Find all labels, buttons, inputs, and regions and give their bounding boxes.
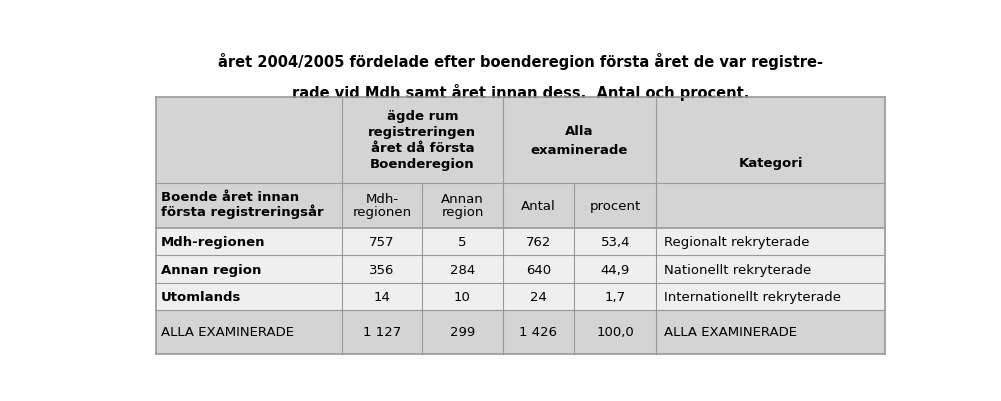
Text: Boenderegion: Boenderegion [370,158,474,171]
Text: året då första: året då första [370,142,474,155]
Text: Utomlands: Utomlands [161,290,241,303]
Text: 356: 356 [369,263,394,276]
Text: första registreringsår: första registreringsår [161,204,323,219]
Text: 640: 640 [526,263,551,276]
Bar [156,256,885,283]
Text: Nationellt rekryterade: Nationellt rekryterade [665,263,812,276]
Text: Kategori: Kategori [739,156,803,169]
Text: Antal: Antal [522,199,556,212]
Text: Mdh-regionen: Mdh-regionen [161,235,265,249]
Text: region: region [441,205,483,219]
Text: ALLA EXAMINERADE: ALLA EXAMINERADE [665,326,797,338]
Text: 44,9: 44,9 [601,263,630,276]
Text: 1 127: 1 127 [363,326,401,338]
Text: ALLA EXAMINERADE: ALLA EXAMINERADE [161,326,294,338]
Bar [156,283,885,310]
Text: 284: 284 [449,263,475,276]
Bar [156,228,885,256]
Text: Mdh-: Mdh- [365,192,398,205]
Text: rade vid Mdh samt året innan dess.  Antal och procent.: rade vid Mdh samt året innan dess. Antal… [292,84,750,101]
Text: 14: 14 [373,290,390,303]
Text: procent: procent [590,199,641,212]
Text: examinerade: examinerade [531,143,629,156]
Text: 1,7: 1,7 [605,290,626,303]
Text: 1 426: 1 426 [520,326,558,338]
Text: 24: 24 [531,290,547,303]
Text: Internationellt rekryterade: Internationellt rekryterade [665,290,841,303]
Text: Alla: Alla [566,125,594,138]
Text: året 2004/2005 fördelade efter boenderegion första året de var registre-: året 2004/2005 fördelade efter boendereg… [218,53,823,70]
Text: 757: 757 [369,235,394,249]
Text: Annan: Annan [441,192,483,205]
Text: 10: 10 [454,290,470,303]
Text: registreringen: registreringen [368,126,476,139]
Text: 53,4: 53,4 [601,235,631,249]
Text: 299: 299 [449,326,475,338]
Text: Annan region: Annan region [161,263,261,276]
Text: Regionalt rekryterade: Regionalt rekryterade [665,235,810,249]
Text: 762: 762 [526,235,552,249]
Text: 100,0: 100,0 [597,326,635,338]
Text: ägde rum: ägde rum [386,110,458,123]
Text: regionen: regionen [352,205,411,219]
Bar [156,310,885,354]
Text: 5: 5 [458,235,466,249]
Bar [156,97,885,228]
Text: Boende året innan: Boende året innan [161,190,299,204]
